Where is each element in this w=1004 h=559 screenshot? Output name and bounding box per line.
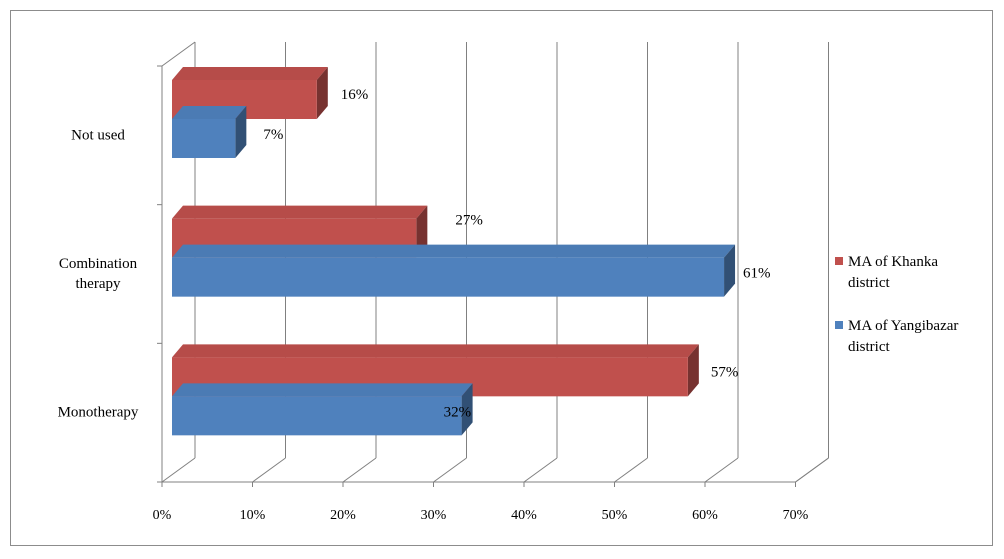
bar-top [172,205,428,219]
bar-top [172,344,699,358]
bar-front [172,396,462,436]
x-axis-ticks: 0% 10% 20% 30% 40% 50% 60% 70% [153,508,809,523]
bar-front [172,119,236,158]
bar-front [172,257,725,297]
x-tick-label: 50% [602,508,628,523]
bar-side [316,67,328,119]
data-label: 57% [711,364,739,380]
category-label: Combination therapy [59,256,138,292]
data-label: 16% [341,87,369,103]
bar-top [172,244,736,258]
bar [172,244,736,297]
bar-side [461,383,473,436]
bar-side [687,344,699,397]
bars [172,67,736,436]
bar-top [172,67,328,80]
legend-label: MA of Yangibazar district [848,318,958,355]
x-tick-label: 70% [783,508,809,523]
x-tick-label: 0% [153,508,172,523]
bar [172,106,247,158]
category-label: Monotherapy [58,405,139,421]
legend-swatch [835,257,843,265]
x-tick-label: 40% [511,508,537,523]
x-tick-label: 20% [330,508,356,523]
category-label: Not used [71,127,125,143]
bar [172,383,473,436]
y-axis-categories: Monotherapy Combination therapy Not used [58,127,139,420]
legend-swatch [835,321,843,329]
legend: MA of Khanka district MA of Yangibazar dist… [835,254,958,355]
data-label: 32% [444,404,472,420]
data-label: 61% [743,266,771,282]
bar-side [235,106,247,158]
x-tick-label: 30% [421,508,447,523]
bar-top [172,383,473,397]
bar-top [172,106,247,119]
data-labels: 16% 7% 27% 61% 57% 32% [263,87,770,420]
x-tick-label: 60% [692,508,718,523]
data-label: 27% [455,213,483,229]
bar-side [724,244,736,297]
x-tick-label: 10% [240,508,266,523]
bar-side [416,205,428,258]
chart-frame [10,10,993,546]
data-label: 7% [263,127,283,143]
legend-label: MA of Khanka district [848,254,938,291]
